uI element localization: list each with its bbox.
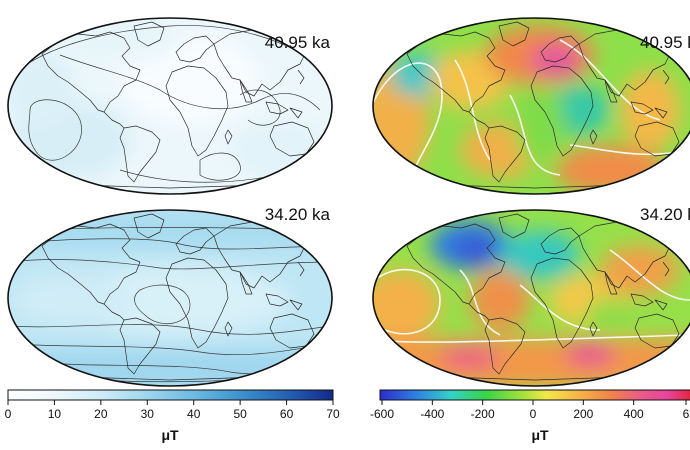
colorbar-intensity-ticks: 0 10 20 30 40 50 60 70 <box>5 400 340 421</box>
time-label: 40.95 ka <box>640 33 690 52</box>
map-panel-change-34ka: 34.20 ka <box>372 205 690 387</box>
colorbar-tick-label: 70 <box>326 407 340 421</box>
time-label: 40.95 ka <box>265 33 331 52</box>
time-label: 34.20 ka <box>265 205 331 224</box>
colorbar-tick-label: 60 <box>280 407 294 421</box>
colorbar-tick-label: 10 <box>48 407 62 421</box>
colorbar-tick-label: 0 <box>5 407 12 421</box>
colorbar-tick-label: 50 <box>233 407 247 421</box>
colorbar-tick-label: 20 <box>94 407 108 421</box>
colorbar-tick-label: 6 <box>683 407 690 421</box>
colorbar-intensity-unit: μT <box>161 427 179 443</box>
colorbar-change-unit: μT <box>531 427 549 443</box>
colorbar-tick-label: 40 <box>187 407 201 421</box>
colorbar-change-ticks: -600 -400 -200 0 200 400 6 <box>370 400 690 421</box>
colorbar-tick-label: -200 <box>471 407 495 421</box>
colorbar-tick-label: -400 <box>420 407 444 421</box>
colorbar-change: -600 -400 -200 0 200 400 6 μT <box>370 389 690 443</box>
colorbar-tick-label: 200 <box>573 407 593 421</box>
map-panel-change-40ka: 40.95 ka <box>372 17 690 195</box>
colorbar-intensity: 0 10 20 30 40 50 60 70 μT <box>5 389 340 443</box>
map-panel-intensity-40ka: 40.95 ka <box>7 17 333 195</box>
map-panel-intensity-34ka: 34.20 ka <box>7 205 333 387</box>
colorbar-tick-label: 30 <box>141 407 155 421</box>
colorbar-tick-label: 0 <box>530 407 537 421</box>
time-label: 34.20 ka <box>640 205 690 224</box>
colorbar-tick-label: 400 <box>624 407 644 421</box>
colorbar-tick-label: -600 <box>370 407 394 421</box>
